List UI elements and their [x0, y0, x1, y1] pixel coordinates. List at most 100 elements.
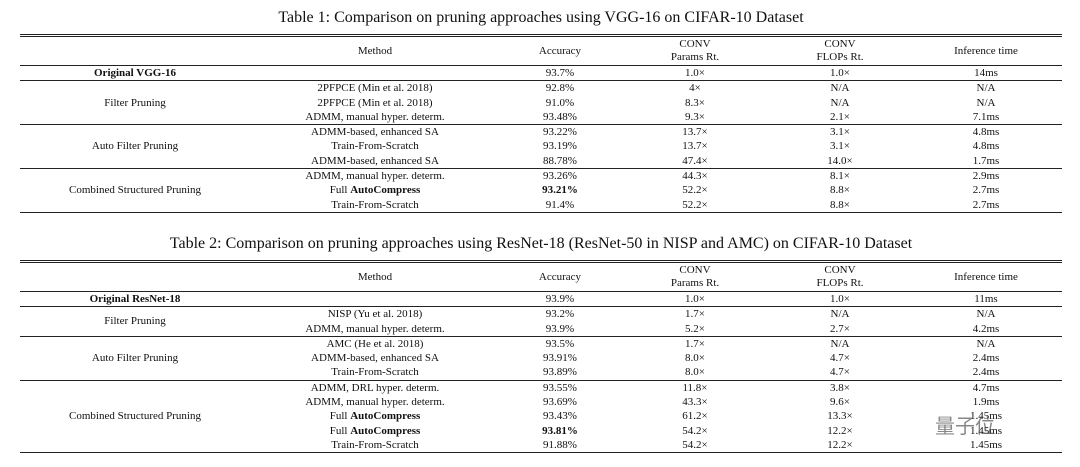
cell: 8.0×	[685, 366, 705, 379]
header-row: Method Accuracy CONV Params Rt. CONV FLOPs Rt…	[20, 35, 1062, 66]
cell: 3.1×	[830, 140, 850, 153]
cell: 4.7ms	[910, 379, 1062, 396]
cell: 1.9ms	[972, 396, 1000, 409]
cell: 8.8×	[770, 197, 910, 213]
cell: 93.81%	[500, 424, 620, 438]
cell: 52.2×	[682, 184, 708, 197]
cell: ADMM, manual hyper. determ.	[250, 168, 500, 184]
data-row: Full AutoCompress 93.21% 52.2× 8.8× 2.7ms	[20, 183, 1062, 197]
cell: 2PFPCE (Min et al. 2018)	[317, 96, 433, 109]
cell: 3.1×	[770, 124, 910, 140]
cell: 2.7×	[830, 322, 850, 335]
header-line: Inference time	[954, 270, 1018, 283]
table-block: Table 2: Comparison on pruning approache…	[20, 234, 1062, 454]
header-line: Accuracy	[538, 270, 582, 283]
data-row: Filter Pruning 2PFPCE (Min et al. 2018) 92…	[20, 80, 1062, 126]
header-row: Method Accuracy CONV Params Rt. CONV FLOPs Rt…	[20, 261, 1062, 292]
header-line: Accuracy	[538, 44, 582, 57]
header-line: Params Rt.	[670, 51, 720, 63]
cell: 4.7×	[830, 366, 850, 379]
cell: Full AutoCompress	[250, 424, 500, 438]
cell: N/A	[910, 306, 1062, 322]
cell: ADMM, DRL hyper. determ.	[250, 379, 500, 396]
cell: 93.5%	[500, 335, 620, 352]
data-row: Filter Pruning NISP (Yu et al. 2018) 93.2%…	[20, 306, 1062, 337]
cell: 4.8ms	[972, 140, 1000, 153]
cell: N/A	[770, 80, 910, 96]
header-cell: CONV FLOPs Rt.	[770, 35, 910, 66]
header-cell	[20, 35, 250, 66]
cell: 93.48%	[543, 110, 577, 123]
cell: N/A	[770, 335, 910, 352]
cell: 11ms	[974, 293, 998, 305]
table-block: Table 1: Comparison on pruning approache…	[20, 8, 1062, 213]
data-row: Auto Filter Pruning ADMM-based, enhanced …	[20, 124, 1062, 170]
cell: ADMM-based, enhanced SA	[311, 154, 439, 167]
cell: 7.1ms	[972, 110, 1000, 123]
cell: 1.45ms	[969, 424, 1003, 437]
cell: N/A	[770, 306, 910, 322]
cell: 1.0×	[830, 293, 850, 305]
data-row: Full AutoCompress 93.43% 61.2× 13.3× 1.45ms	[20, 409, 1062, 423]
table-title: Table 2: Comparison on pruning approache…	[169, 235, 913, 252]
cell-bold: AutoCompress	[350, 184, 421, 197]
data-row: ADMM-based, enhanced SA 93.91% 8.0× 4.7× 2.4…	[20, 351, 1062, 365]
cell: 2.1×	[830, 110, 850, 123]
cell: 9.3×	[685, 110, 705, 123]
cell: 8.8×	[830, 184, 850, 197]
header-cell	[20, 261, 250, 292]
cell: 2.4ms	[972, 352, 1000, 365]
cell: 93.91%	[543, 352, 577, 365]
cell: Train-From-Scratch	[250, 197, 500, 213]
cell: ADMM, manual hyper. determ.	[305, 110, 445, 123]
cell: 91.88%	[500, 437, 620, 454]
cell: Full AutoCompress	[250, 409, 500, 423]
data-row: Combined Structured Pruning ADMM, manual …	[20, 168, 1062, 213]
table-title: Table 1: Comparison on pruning approache…	[278, 9, 804, 26]
original-row: Original ResNet-18 93.9% 1.0× 1.0× 11ms	[20, 292, 1062, 307]
cell: 11.8×	[620, 379, 770, 396]
cell: 93.21%	[500, 183, 620, 197]
cell: 8.3×	[685, 96, 705, 109]
cell-text: Full	[329, 410, 348, 423]
data-row: ADMM-based, enhanced SA 88.78% 47.4× 14.0× 1…	[20, 154, 1062, 169]
data-row: ADMM, manual hyper. determ. 93.9% 5.2× 2.7×…	[20, 322, 1062, 337]
cell: ADMM, manual hyper. determ.	[305, 322, 445, 335]
header-cell: Inference time	[910, 35, 1062, 66]
cell: 93.19%	[543, 140, 577, 153]
row-label: Original VGG-16	[20, 66, 250, 81]
group-label: Auto Filter Pruning	[20, 124, 250, 170]
header-line: CONV	[679, 264, 711, 276]
header-cell: Method	[250, 261, 500, 292]
data-row: 2PFPCE (Min et al. 2018) 91.0% 8.3× N/A N/A	[20, 96, 1062, 110]
cell: 5.2×	[685, 322, 705, 335]
cell: 1.7ms	[972, 154, 1000, 167]
group-label: Combined Structured Pruning	[20, 379, 250, 454]
table: Method Accuracy CONV Params Rt. CONV FLOPs Rt…	[20, 34, 1062, 213]
header-line: Inference time	[954, 44, 1018, 57]
cell: 2.4ms	[972, 366, 1000, 379]
table: Method Accuracy CONV Params Rt. CONV FLOPs Rt…	[20, 260, 1062, 454]
header-line: Method	[357, 270, 393, 283]
cell: 13.3×	[827, 410, 853, 423]
cell: 88.78%	[543, 154, 577, 167]
cell: N/A	[910, 80, 1062, 96]
cell: 54.2×	[620, 437, 770, 454]
data-row: Train-From-Scratch 91.88% 54.2× 12.2× 1.45ms	[20, 437, 1062, 454]
cell: 2.9ms	[910, 168, 1062, 184]
data-row: ADMM, manual hyper. determ. 93.69% 43.3× 9.…	[20, 395, 1062, 409]
cell: 54.2×	[682, 424, 708, 437]
cell: 93.55%	[500, 379, 620, 396]
group-label: Combined Structured Pruning	[20, 168, 250, 213]
cell	[250, 66, 500, 81]
data-row: Train-From-Scratch 91.4% 52.2× 8.8× 2.7ms	[20, 197, 1062, 213]
cell	[250, 292, 500, 307]
cell: 4.7×	[830, 352, 850, 365]
cell: 12.2×	[770, 437, 910, 454]
cell-bold: 93.81%	[542, 424, 578, 437]
cell: 12.2×	[827, 424, 853, 437]
header-line: CONV	[679, 38, 711, 50]
header-cell: Method	[250, 35, 500, 66]
cell: 13.7×	[620, 124, 770, 140]
cell: 93.69%	[543, 396, 577, 409]
